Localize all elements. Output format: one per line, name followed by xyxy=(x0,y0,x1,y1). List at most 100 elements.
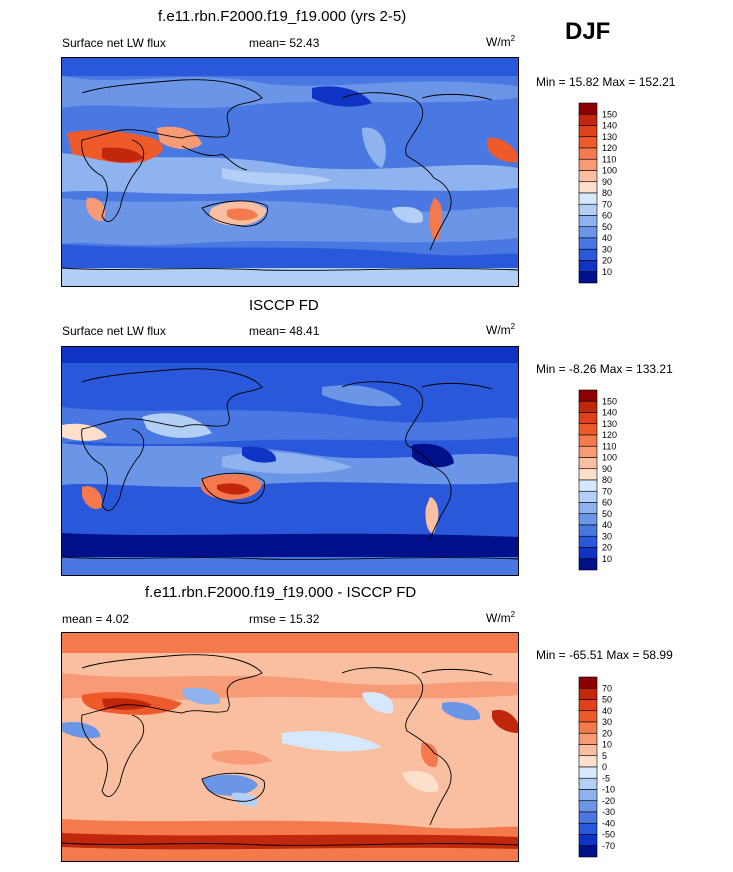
colorbar-swatch xyxy=(578,777,598,790)
colorbar-swatch xyxy=(578,102,598,115)
colorbar-swatch xyxy=(578,676,598,689)
colorbar-tick-label: 70 xyxy=(602,486,612,496)
colorbar-tick-label: 10 xyxy=(602,740,612,750)
colorbar-swatch xyxy=(578,789,598,802)
colorbar-swatch xyxy=(578,445,598,458)
panel-3-title: f.e11.rbn.F2000.f19_f19.000 - ISCCP FD xyxy=(145,584,417,601)
colorbar-swatch xyxy=(578,237,598,250)
colorbar-swatch xyxy=(578,535,598,548)
panel-3-map xyxy=(61,632,519,862)
colorbar-tick-label: 100 xyxy=(602,453,617,463)
colorbar-tick-label: 30 xyxy=(602,244,612,254)
colorbar-tick-label: 70 xyxy=(602,683,612,693)
colorbar-swatch xyxy=(578,260,598,273)
colorbar-swatch xyxy=(578,800,598,813)
colorbar-tick-label: 120 xyxy=(602,430,617,440)
colorbar-swatch xyxy=(578,125,598,138)
colorbar-tick-label: 50 xyxy=(602,695,612,705)
colorbar-swatch xyxy=(578,192,598,205)
colorbar-swatch xyxy=(578,558,598,571)
colorbar-tick-label: 130 xyxy=(602,419,617,429)
colorbar-tick-label: 110 xyxy=(602,154,616,164)
colorbar-tick-label: 90 xyxy=(602,177,612,187)
panel-3-colorbar: 70 50 40 30 20 10 5 0 -5 -10 -20 -30 -40 -50 -70 xyxy=(578,676,638,858)
colorbar-swatch xyxy=(578,136,598,149)
colorbar-tick-label: -20 xyxy=(602,796,615,806)
colorbar-tick-label: 60 xyxy=(602,498,612,508)
colorbar-swatch xyxy=(578,490,598,503)
colorbar-tick-label: 40 xyxy=(602,706,612,716)
colorbar-tick-label: -10 xyxy=(602,785,615,795)
colorbar-tick-label: -50 xyxy=(602,830,615,840)
colorbar-swatch xyxy=(578,248,598,261)
season-label: DJF xyxy=(565,18,611,45)
colorbar-swatch xyxy=(578,822,598,835)
colorbar-swatch xyxy=(578,744,598,757)
colorbar-swatch xyxy=(578,811,598,824)
colorbar-swatch xyxy=(578,181,598,194)
colorbar-swatch xyxy=(578,468,598,481)
colorbar-swatch xyxy=(578,732,598,745)
panel-3-mean: mean = 4.02 xyxy=(62,612,130,626)
panel-2-minmax: Min = -8.26 Max = 133.21 xyxy=(536,362,673,376)
colorbar-swatch xyxy=(578,479,598,492)
colorbar-swatch xyxy=(578,547,598,560)
colorbar-swatch xyxy=(578,710,598,723)
colorbar-tick-label: 80 xyxy=(602,475,612,485)
panel-1-title: f.e11.rbn.F2000.f19_f19.000 (yrs 2-5) xyxy=(158,8,407,25)
panel-3-rmse: rmse = 15.32 xyxy=(249,612,320,626)
colorbar-swatch xyxy=(578,755,598,768)
colorbar-swatch xyxy=(578,412,598,425)
colorbar-tick-label: 50 xyxy=(602,509,612,519)
colorbar-swatch xyxy=(578,766,598,779)
colorbar-swatch xyxy=(578,226,598,239)
colorbar-tick-label: 130 xyxy=(602,132,617,142)
colorbar-swatch xyxy=(578,423,598,436)
colorbar-swatch xyxy=(578,203,598,216)
panel-1-units: W/m2 xyxy=(486,34,516,49)
colorbar-tick-label: 20 xyxy=(602,543,612,553)
panel-2-map xyxy=(61,346,519,576)
panel-2-colorbar: 150 140 130 120 110 100 90 80 70 60 50 40 30 20 10 xyxy=(578,389,638,571)
colorbar-swatch xyxy=(578,158,598,171)
colorbar-tick-label: 70 xyxy=(602,199,612,209)
colorbar-tick-label: 150 xyxy=(602,109,617,119)
colorbar-swatch xyxy=(578,271,598,284)
colorbar-tick-label: 0 xyxy=(602,762,607,772)
colorbar-swatch xyxy=(578,699,598,712)
colorbar-swatch xyxy=(578,687,598,700)
colorbar-swatch xyxy=(578,434,598,447)
colorbar-tick-label: 100 xyxy=(602,166,617,176)
panel-3-units: W/m2 xyxy=(486,610,516,625)
colorbar-swatch xyxy=(578,215,598,228)
colorbar-swatch xyxy=(578,147,598,160)
panel-1-variable: Surface net LW flux xyxy=(62,36,166,50)
colorbar-swatch xyxy=(578,524,598,537)
colorbar-swatch xyxy=(578,457,598,470)
colorbar-tick-label: 50 xyxy=(602,222,612,232)
colorbar-swatch xyxy=(578,721,598,734)
colorbar-tick-label: 40 xyxy=(602,520,612,530)
colorbar-swatch xyxy=(578,502,598,515)
panel-1-colorbar: 150 140 130 120 110 100 90 80 70 60 50 40 30 20 10 xyxy=(578,102,638,284)
colorbar-tick-label: 20 xyxy=(602,256,612,266)
colorbar-tick-label: 150 xyxy=(602,396,617,406)
colorbar-tick-label: 40 xyxy=(602,233,612,243)
panel-2-units: W/m2 xyxy=(486,322,516,337)
colorbar-tick-label: -5 xyxy=(602,773,610,783)
colorbar-tick-label: -30 xyxy=(602,807,615,817)
panel-1-mean: mean= 52.43 xyxy=(249,36,320,50)
colorbar-swatch xyxy=(578,113,598,126)
colorbar-tick-label: 110 xyxy=(602,441,616,451)
colorbar-tick-label: 5 xyxy=(602,751,607,761)
panel-2-title: ISCCP FD xyxy=(249,297,319,314)
panel-1-minmax: Min = 15.82 Max = 152.21 xyxy=(536,75,676,89)
panel-2-mean: mean= 48.41 xyxy=(249,324,320,338)
colorbar-swatch xyxy=(578,834,598,847)
panel-3-minmax: Min = -65.51 Max = 58.99 xyxy=(536,648,673,662)
colorbar-tick-label: 30 xyxy=(602,531,612,541)
colorbar-tick-label: 140 xyxy=(602,121,617,131)
colorbar-tick-label: 120 xyxy=(602,143,617,153)
colorbar-tick-label: 140 xyxy=(602,408,617,418)
colorbar-tick-label: 90 xyxy=(602,464,612,474)
